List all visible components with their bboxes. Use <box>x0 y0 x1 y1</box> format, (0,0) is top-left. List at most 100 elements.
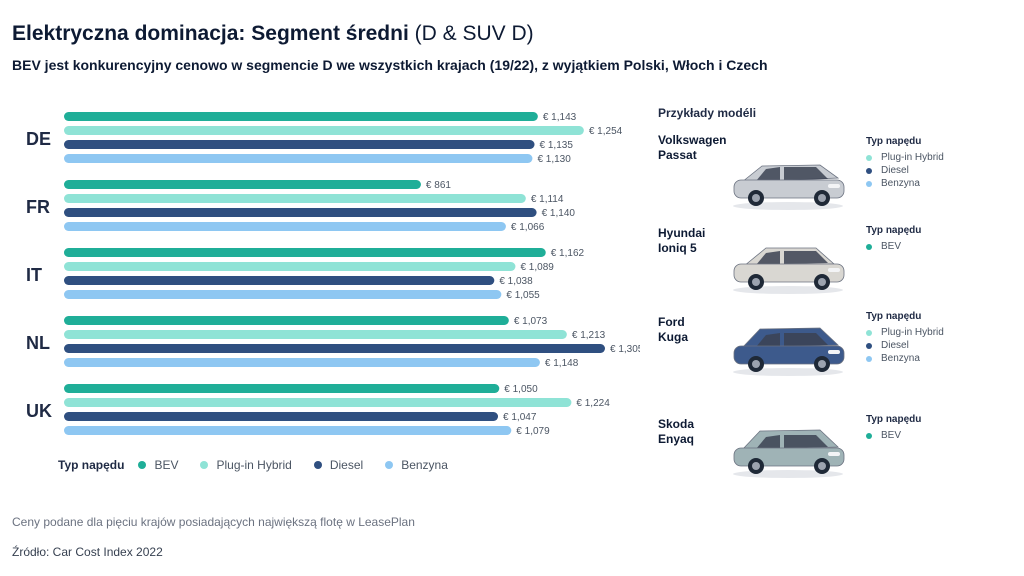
page-subtitle: BEV jest konkurencyjny cenowo w segmenci… <box>12 57 768 73</box>
drive-type-dot <box>866 329 872 336</box>
value-label-fr-benzyna: € 1,066 <box>511 222 545 233</box>
bar-fr-plug-in-hybrid <box>64 194 526 203</box>
value-label-nl-diesel: € 1,305 <box>610 344 640 355</box>
model-name-line1: Ford <box>658 315 685 329</box>
drive-type-label: Benzyna <box>881 178 920 189</box>
drive-type-label: Diesel <box>881 165 909 176</box>
bar-nl-bev <box>64 316 509 325</box>
bar-it-diesel <box>64 276 495 285</box>
bar-fr-benzyna <box>64 222 506 231</box>
suv-car-icon <box>733 429 845 478</box>
bar-nl-diesel <box>64 344 605 353</box>
drive-type-item: BEV <box>866 429 921 442</box>
drive-type-item: Diesel <box>866 164 944 177</box>
chart-legend: Typ napędu BEV Plug-in Hybrid Diesel Ben… <box>58 458 470 472</box>
model-name-line1: Hyundai <box>658 226 706 240</box>
drive-type-title: Typ napędu <box>866 136 922 147</box>
hatchback-car-icon <box>733 247 845 294</box>
legend-title: Typ napędu <box>58 458 125 472</box>
drive-type-dot <box>866 432 872 439</box>
legend-item-bev: BEV <box>138 458 178 472</box>
model-name-line2: Enyaq <box>658 432 695 446</box>
drive-type-item: Diesel <box>866 339 944 352</box>
model-name-line2: Ioniq 5 <box>658 241 697 255</box>
legend-item-benzyna: Benzyna <box>385 458 448 472</box>
bar-it-benzyna <box>64 290 502 299</box>
model-name: Skoda Enyaq <box>658 417 748 447</box>
car-image <box>728 236 848 296</box>
bar-nl-benzyna <box>64 358 540 367</box>
value-label-uk-plug-in-hybrid: € 1,224 <box>576 398 610 409</box>
value-label-fr-plug-in-hybrid: € 1,114 <box>531 194 564 205</box>
car-image <box>728 420 848 480</box>
source-note: Źródło: Car Cost Index 2022 <box>12 545 163 559</box>
drive-type-label: Diesel <box>881 340 909 351</box>
car-image <box>728 152 848 212</box>
drive-type-dot <box>866 342 872 349</box>
value-label-it-diesel: € 1,038 <box>499 276 533 287</box>
drive-type-label: Plug-in Hybrid <box>881 152 944 163</box>
legend-item-phev: Plug-in Hybrid <box>200 458 292 472</box>
bar-uk-diesel <box>64 412 499 421</box>
drive-type-item: Plug-in Hybrid <box>866 151 944 164</box>
bar-de-plug-in-hybrid <box>64 126 584 135</box>
model-name-line1: Volkswagen <box>658 133 727 147</box>
bar-nl-plug-in-hybrid <box>64 330 567 339</box>
value-label-it-bev: € 1,162 <box>551 248 585 259</box>
value-label-de-bev: € 1,143 <box>543 112 577 123</box>
model-name: Ford Kuga <box>658 315 748 345</box>
drive-type-item: Benzyna <box>866 352 944 365</box>
legend-item-diesel: Diesel <box>313 458 363 472</box>
drive-type-label: Plug-in Hybrid <box>881 327 944 338</box>
drive-type-title: Typ napędu <box>866 225 922 236</box>
bar-de-benzyna <box>64 154 533 163</box>
legend-dot-phev <box>200 461 209 469</box>
country-label-nl: NL <box>26 333 50 353</box>
bar-fr-diesel <box>64 208 537 217</box>
value-label-fr-bev: € 861 <box>426 180 451 191</box>
model-name-line2: Passat <box>658 148 697 162</box>
country-label-de: DE <box>26 129 51 149</box>
bar-uk-bev <box>64 384 500 393</box>
drive-type-list: Typ napędu BEV <box>866 225 921 253</box>
suv-car-icon <box>733 327 845 376</box>
drive-type-item: Benzyna <box>866 177 944 190</box>
bar-it-plug-in-hybrid <box>64 262 516 271</box>
value-label-it-benzyna: € 1,055 <box>506 290 540 301</box>
country-label-it: IT <box>26 265 42 285</box>
bar-de-diesel <box>64 140 535 149</box>
drive-type-list: Typ napędu Plug-in Hybrid Diesel Benzyna <box>866 311 944 365</box>
value-label-nl-bev: € 1,073 <box>514 316 548 327</box>
value-label-uk-diesel: € 1,047 <box>503 412 537 423</box>
legend-dot-bev <box>138 461 147 469</box>
bar-de-bev <box>64 112 538 121</box>
legend-dot-diesel <box>313 461 322 469</box>
drive-type-item: BEV <box>866 240 921 253</box>
title-light: (D & SUV D) <box>414 22 534 45</box>
value-label-fr-diesel: € 1,140 <box>542 208 576 219</box>
bar-fr-bev <box>64 180 421 189</box>
station-wagon-car-icon <box>733 164 845 210</box>
drive-type-title: Typ napędu <box>866 414 922 425</box>
value-label-de-plug-in-hybrid: € 1,254 <box>589 126 623 137</box>
value-label-nl-benzyna: € 1,148 <box>545 358 579 369</box>
bar-uk-benzyna <box>64 426 512 435</box>
model-name: Hyundai Ioniq 5 <box>658 226 748 256</box>
value-label-de-diesel: € 1,135 <box>540 140 574 151</box>
country-label-fr: FR <box>26 197 50 217</box>
car-image <box>728 318 848 378</box>
value-label-uk-benzyna: € 1,079 <box>516 426 550 437</box>
country-label-uk: UK <box>26 401 52 421</box>
drive-type-item: Plug-in Hybrid <box>866 326 944 339</box>
model-name-line2: Kuga <box>658 330 688 344</box>
value-label-uk-bev: € 1,050 <box>504 384 538 395</box>
drive-type-list: Typ napędu BEV <box>866 414 921 442</box>
drive-type-dot <box>866 243 872 250</box>
drive-type-list: Typ napędu Plug-in Hybrid Diesel Benzyna <box>866 136 944 190</box>
model-name-line1: Skoda <box>658 417 695 431</box>
legend-dot-benzyna <box>385 461 394 469</box>
value-label-it-plug-in-hybrid: € 1,089 <box>520 262 554 273</box>
value-label-nl-plug-in-hybrid: € 1,213 <box>572 330 606 341</box>
drive-type-dot <box>866 167 872 174</box>
drive-type-label: BEV <box>881 430 902 441</box>
